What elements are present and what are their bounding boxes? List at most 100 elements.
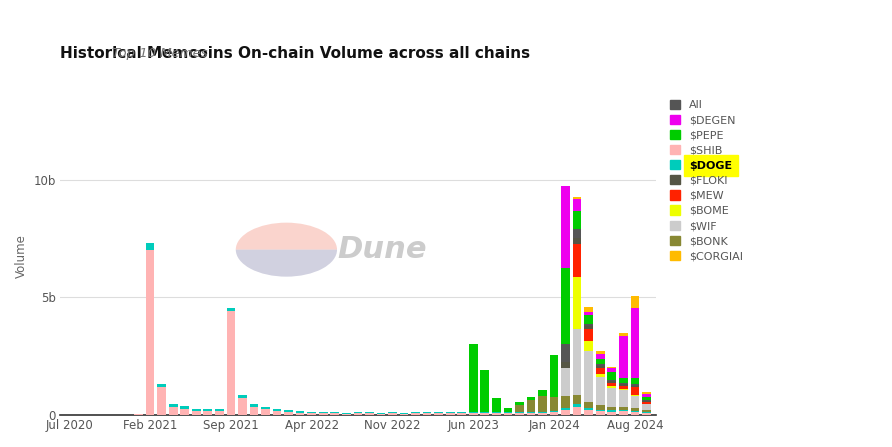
Bar	[642, 392, 651, 394]
Bar	[596, 368, 605, 374]
Bar	[549, 413, 558, 415]
Bar	[423, 412, 432, 413]
Bar	[607, 368, 616, 372]
Bar	[584, 341, 593, 350]
Bar	[180, 406, 189, 409]
Bar	[481, 370, 489, 412]
Bar	[261, 409, 270, 415]
Bar	[584, 410, 593, 415]
Bar	[504, 413, 512, 415]
Bar	[227, 311, 235, 415]
Bar	[308, 412, 316, 413]
Bar	[642, 412, 651, 413]
Bar	[285, 410, 293, 412]
Bar	[238, 395, 247, 398]
Bar	[631, 308, 640, 378]
Bar	[549, 411, 558, 413]
Bar	[596, 409, 605, 411]
Bar	[273, 409, 281, 411]
Bar	[619, 386, 628, 389]
Bar	[215, 409, 224, 411]
Bar	[261, 407, 270, 409]
Bar	[469, 412, 477, 413]
Bar	[642, 413, 651, 415]
Bar	[619, 333, 628, 336]
Bar	[135, 414, 143, 415]
Y-axis label: Volume: Volume	[15, 234, 28, 278]
Bar	[631, 412, 640, 415]
Text: Dune: Dune	[337, 235, 426, 264]
Bar	[145, 250, 154, 415]
Bar	[273, 411, 281, 415]
Bar	[342, 413, 351, 415]
Bar	[607, 367, 616, 368]
Bar	[203, 411, 212, 415]
Bar	[169, 407, 178, 415]
Bar	[596, 358, 605, 364]
Bar	[607, 410, 616, 412]
Bar	[549, 397, 558, 411]
Bar	[538, 412, 547, 413]
Bar	[285, 412, 293, 415]
Bar	[411, 413, 420, 415]
Bar	[526, 413, 535, 415]
Bar	[526, 412, 535, 413]
Bar	[145, 243, 154, 250]
Bar	[573, 198, 582, 199]
Bar	[573, 199, 582, 211]
Legend: All, $DEGEN, $PEPE, $SHIB, $DOGE, $FLOKI, $MEW, $BOME, $WIF, $BONK, $CORGIAI: All, $DEGEN, $PEPE, $SHIB, $DOGE, $FLOKI…	[667, 97, 747, 265]
Bar	[469, 344, 477, 412]
Bar	[238, 398, 247, 415]
Bar	[573, 277, 582, 329]
Bar	[573, 329, 582, 395]
Bar	[607, 412, 616, 415]
Bar	[561, 268, 570, 344]
Bar	[388, 413, 397, 415]
Bar	[538, 390, 547, 396]
Bar	[584, 326, 593, 329]
Bar	[192, 409, 201, 411]
Bar	[584, 312, 593, 315]
Bar	[596, 354, 605, 358]
Bar	[607, 407, 616, 410]
Bar	[561, 410, 570, 415]
Bar	[365, 413, 374, 415]
Bar	[561, 408, 570, 410]
Bar	[319, 413, 327, 415]
Bar	[631, 408, 640, 411]
Bar	[573, 238, 582, 244]
Bar	[584, 402, 593, 408]
Text: Historical Memcoins On-chain Volume across all chains: Historical Memcoins On-chain Volume acro…	[60, 46, 530, 61]
Text: Top 10 Memes: Top 10 Memes	[112, 47, 207, 60]
Bar	[538, 413, 547, 415]
Bar	[573, 404, 582, 407]
Bar	[561, 363, 570, 368]
Bar	[642, 404, 651, 410]
Bar	[227, 308, 235, 311]
Bar	[584, 329, 593, 341]
Bar	[642, 400, 651, 401]
Bar	[308, 413, 316, 415]
Bar	[376, 413, 385, 415]
Bar	[492, 413, 500, 415]
Bar	[631, 296, 640, 308]
Bar	[619, 384, 628, 386]
Bar	[573, 395, 582, 404]
Bar	[607, 381, 616, 383]
Bar	[584, 315, 593, 324]
Bar	[215, 411, 224, 415]
Bar	[538, 396, 547, 412]
Bar	[481, 413, 489, 415]
Bar	[573, 407, 582, 415]
Bar	[631, 395, 640, 396]
Bar	[561, 368, 570, 396]
Bar	[319, 412, 327, 413]
Bar	[642, 401, 651, 402]
Bar	[619, 378, 628, 383]
Wedge shape	[235, 223, 337, 250]
Bar	[619, 409, 628, 411]
Bar	[573, 229, 582, 238]
Bar	[619, 336, 628, 378]
Bar	[619, 389, 628, 390]
Bar	[584, 408, 593, 410]
